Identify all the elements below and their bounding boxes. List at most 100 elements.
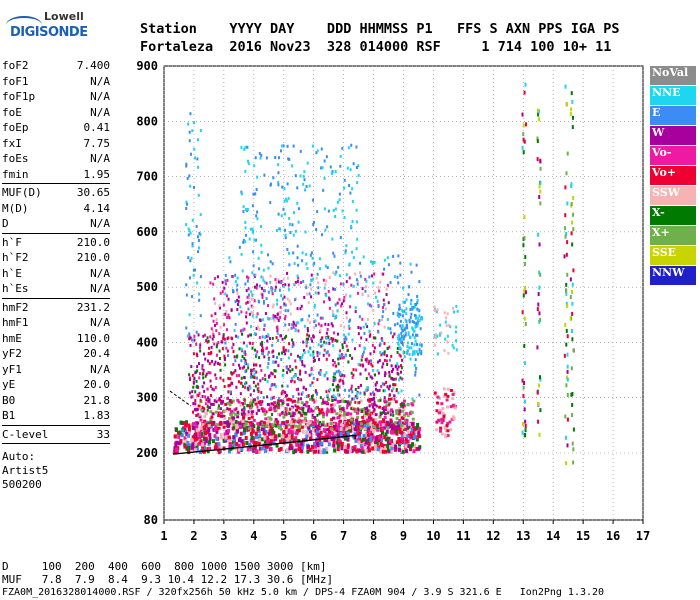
echo-point (390, 389, 393, 393)
echo-point (403, 441, 407, 446)
echo-point (184, 420, 188, 425)
echo-point (453, 406, 457, 410)
echo-point (371, 274, 374, 278)
echo-point (288, 446, 292, 451)
echo-point (284, 236, 287, 240)
echo-point (441, 407, 445, 411)
echo-point (438, 408, 442, 412)
echo-point (302, 410, 305, 414)
echo-point (391, 442, 395, 447)
echo-point (205, 398, 208, 402)
echo-point (455, 325, 458, 329)
echo-point (243, 357, 246, 361)
echo-point (227, 376, 230, 380)
echo-point (268, 337, 271, 341)
echo-point (449, 325, 452, 329)
echo-point (260, 391, 263, 395)
echo-point (201, 423, 205, 427)
echo-point (566, 392, 569, 397)
echo-point (190, 256, 193, 260)
echo-point (440, 417, 444, 421)
echo-point (373, 396, 376, 400)
echo-point (356, 237, 359, 241)
echo-point (197, 250, 200, 254)
echo-point (537, 302, 540, 307)
echo-point (241, 269, 244, 273)
echo-point (285, 412, 288, 416)
echo-point (311, 256, 314, 260)
echo-point (241, 366, 244, 370)
echo-point (571, 402, 574, 407)
echo-point (196, 393, 199, 397)
echo-point (572, 447, 575, 452)
echo-point (354, 394, 357, 398)
scaled-parameters-panel: foF2 7.400 foF1 N/A foF1p N/A foE N/A foEp 0.41 fx… (2, 58, 110, 492)
echo-point (395, 421, 399, 425)
echo-point (260, 437, 264, 442)
echo-point (267, 304, 270, 308)
echo-point (326, 427, 330, 431)
echo-point (269, 387, 272, 391)
echo-point (299, 358, 302, 362)
echo-point (449, 405, 453, 409)
echo-point (199, 398, 202, 402)
echo-point (332, 424, 336, 428)
echo-point (367, 448, 371, 453)
echo-point (307, 407, 310, 411)
echo-point (279, 446, 283, 451)
echo-point (411, 397, 414, 401)
echo-point (276, 302, 279, 306)
echo-point (318, 267, 321, 271)
echo-point (228, 403, 232, 407)
echo-point (411, 425, 415, 429)
echo-point (323, 374, 326, 378)
echo-point (206, 359, 209, 363)
echo-point (363, 346, 366, 350)
echo-point (253, 369, 256, 373)
echo-point (272, 395, 275, 399)
echo-point (570, 290, 573, 295)
echo-point (538, 285, 541, 290)
echo-point (222, 425, 226, 429)
echo-point (243, 398, 246, 402)
echo-point (312, 263, 315, 267)
echo-point (245, 275, 248, 279)
echo-point (361, 409, 364, 413)
echo-point (261, 340, 264, 344)
echo-point (256, 312, 259, 316)
param-value: N/A (90, 266, 110, 280)
echo-point (346, 411, 350, 415)
echo-point (191, 129, 194, 133)
echo-point (384, 449, 388, 454)
logo-swoosh (6, 16, 42, 34)
echo-point (312, 356, 315, 360)
echo-point (443, 349, 446, 353)
echo-point (202, 376, 205, 380)
echo-point (206, 336, 209, 340)
echo-point (237, 299, 240, 303)
echo-point (330, 337, 333, 341)
echo-point (272, 314, 275, 318)
echo-point (291, 422, 295, 426)
x-tick-label: 13 (516, 529, 530, 543)
echo-point (313, 303, 316, 307)
echo-point (338, 298, 341, 302)
echo-point (402, 405, 405, 409)
echo-point (332, 313, 335, 317)
echo-point (313, 418, 317, 422)
echo-point (284, 283, 287, 287)
echo-point (202, 334, 205, 338)
echo-point (379, 398, 382, 402)
echo-point (209, 281, 212, 285)
echo-point (388, 422, 392, 427)
echo-point (229, 383, 232, 387)
echo-point (272, 355, 275, 359)
echo-point (319, 329, 322, 333)
echo-point (258, 151, 261, 155)
echo-point (249, 375, 252, 379)
echo-point (396, 362, 399, 366)
echo-point (326, 422, 330, 427)
echo-point (370, 362, 373, 366)
legend-item: SSW (650, 186, 696, 205)
echo-point (297, 321, 300, 325)
